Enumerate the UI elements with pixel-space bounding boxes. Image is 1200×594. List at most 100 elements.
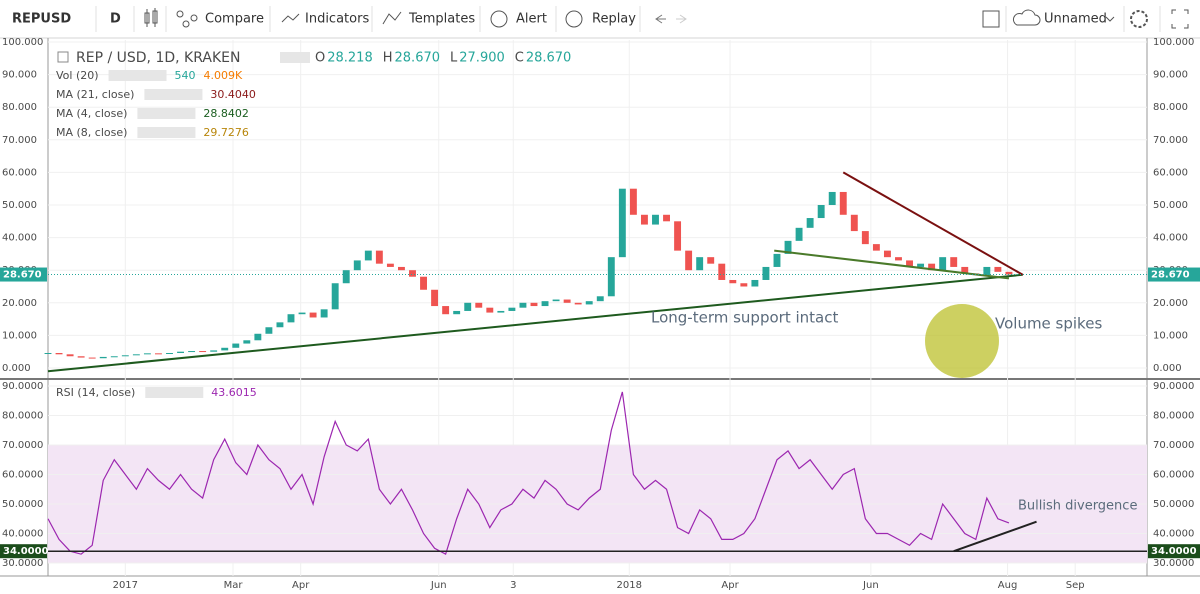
toolbar-item[interactable]: Alert [516, 12, 547, 27]
indicator-name: Vol (20) [56, 69, 99, 82]
indicator-buttons[interactable] [137, 127, 196, 138]
candle [188, 351, 196, 353]
candle [817, 205, 825, 219]
y-tick-label: 50.0000 [1153, 499, 1194, 510]
settings-icon[interactable] [1130, 10, 1148, 28]
candle [795, 227, 803, 241]
y-tick-label: 40.0000 [1153, 529, 1194, 540]
y-tick-label: 0.000 [1153, 363, 1182, 374]
x-tick-label: 3 [510, 580, 516, 591]
candle [298, 312, 306, 315]
candle [895, 257, 902, 261]
candle [883, 250, 891, 258]
y-tick-label: 20.000 [1153, 298, 1188, 309]
collapse-icon[interactable] [57, 51, 69, 63]
x-tick-label: Aug [998, 580, 1018, 591]
last-price-label: 28.670 [1151, 270, 1190, 281]
symbol[interactable]: REPUSD [12, 12, 71, 27]
indicator-value: 29.7276 [203, 126, 249, 139]
candle [939, 257, 947, 271]
indicator-name: MA (8, close) [56, 126, 127, 139]
indicator-value: 4.009K [204, 69, 243, 82]
candle [265, 327, 273, 334]
indicator-value: 28.8402 [203, 107, 249, 120]
y-tick-label: 40.0000 [2, 529, 43, 540]
ohlc-label: H [383, 51, 393, 66]
candle [243, 340, 251, 344]
candle [950, 257, 958, 267]
level-label: 34.0000 [3, 546, 49, 557]
candle [132, 354, 140, 356]
toolbar-item[interactable]: Compare [205, 12, 264, 27]
candle [431, 289, 439, 307]
candle [917, 263, 925, 267]
indicator-buttons[interactable] [144, 89, 203, 100]
annotation: Volume spikes [995, 315, 1102, 333]
alert-icon [490, 10, 508, 28]
candle-icon[interactable] [144, 8, 158, 27]
candle [276, 322, 284, 328]
level-tag [1148, 544, 1200, 559]
candle [353, 260, 361, 271]
y-tick-label: 40.000 [1153, 233, 1188, 244]
interval[interactable]: D [110, 12, 121, 27]
y-tick-label: 50.0000 [2, 499, 43, 510]
plot: 0.000 0.000 10.000 10.000 20.000 20.000 30.000… [0, 37, 1200, 591]
candle [221, 347, 229, 351]
y-tick-label: 60.0000 [1153, 470, 1194, 481]
candle [375, 250, 383, 264]
y-tick-label: 10.000 [2, 330, 37, 341]
fullscreen-icon[interactable] [1171, 9, 1189, 29]
candle [199, 351, 207, 353]
candle [77, 356, 85, 358]
x-tick-label: Sep [1066, 580, 1085, 591]
redo-icon[interactable] [676, 14, 687, 24]
candle [762, 266, 770, 280]
candle [872, 244, 880, 251]
candle [618, 188, 626, 258]
dropdown-icon[interactable] [1105, 16, 1115, 22]
y-tick-label: 30.0000 [2, 558, 43, 569]
candle [55, 353, 63, 355]
y-tick-label: 70.000 [2, 135, 37, 146]
candle [850, 214, 858, 232]
toolbar [0, 0, 1200, 38]
candle [773, 253, 781, 267]
x-tick-label: Apr [292, 580, 310, 591]
toolbar-item[interactable]: Replay [592, 12, 636, 27]
candle [530, 302, 538, 307]
candle [674, 221, 682, 251]
layout-name[interactable]: Unnamed [1044, 12, 1107, 27]
candle [652, 214, 659, 225]
candle [828, 191, 836, 205]
candle [486, 307, 494, 313]
y-tick-label: 60.000 [1153, 167, 1188, 178]
y-tick-label: 80.000 [2, 102, 37, 113]
checkbox[interactable] [982, 10, 1000, 28]
indicator-name: MA (21, close) [56, 88, 134, 101]
candle [839, 191, 847, 215]
toolbar-item[interactable]: Indicators [305, 12, 369, 27]
last-price-label: 28.670 [3, 270, 42, 281]
replay-icon [565, 10, 583, 28]
candle [585, 301, 593, 305]
candle [629, 188, 637, 215]
candle [442, 306, 450, 315]
candle [640, 214, 648, 225]
indicator-buttons[interactable] [145, 387, 204, 398]
indicator-buttons[interactable] [108, 70, 167, 81]
candle [177, 351, 184, 354]
legend-buttons[interactable] [280, 52, 310, 63]
candle [751, 279, 759, 287]
candle [121, 355, 129, 357]
indicator-buttons[interactable] [137, 108, 196, 119]
y-tick-label: 100.000 [1153, 37, 1194, 48]
toolbar-item[interactable]: Templates [408, 12, 475, 27]
candle [497, 310, 505, 313]
trendline [953, 520, 1037, 553]
y-tick-label: 30.0000 [1153, 558, 1194, 569]
candle [983, 266, 991, 276]
undo-icon[interactable] [655, 14, 666, 24]
x-tick-label: 2017 [113, 580, 138, 591]
